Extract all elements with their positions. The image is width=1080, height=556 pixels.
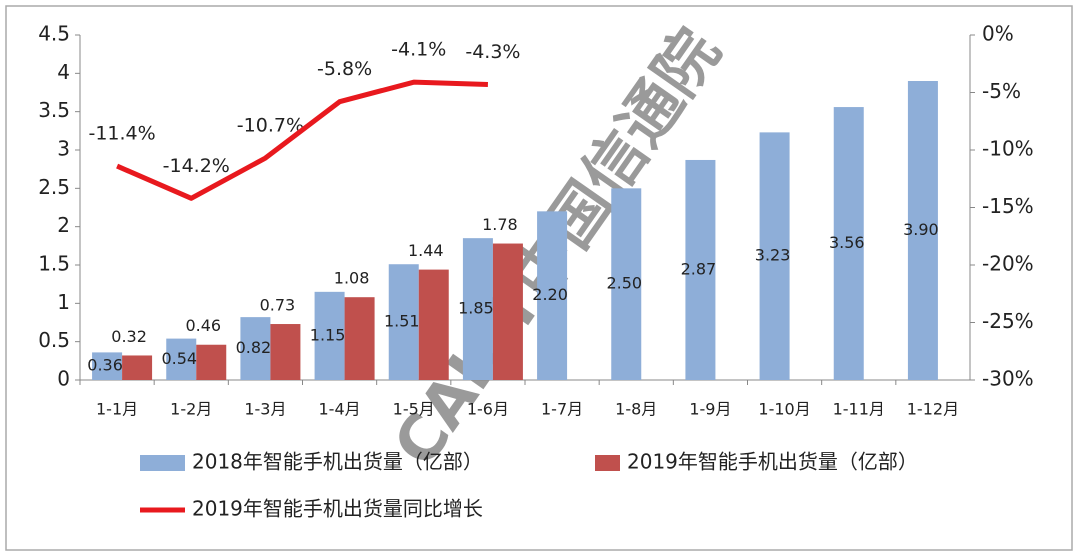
y2-tick-label: -25%	[982, 309, 1034, 333]
legend-label: 2018年智能手机出货量（亿部）	[192, 450, 483, 474]
y2-tick-label: 0%	[982, 22, 1014, 46]
value-label: 2.87	[681, 259, 717, 278]
y2-tick-label: -30%	[982, 367, 1034, 391]
value-label: 1.08	[334, 269, 370, 288]
bar	[388, 264, 419, 380]
y-tick-label: 0.5	[38, 328, 70, 352]
y-tick-label: 2	[57, 213, 70, 237]
bar	[611, 188, 642, 380]
bar	[344, 297, 375, 380]
bar	[759, 132, 790, 380]
bar	[166, 338, 197, 380]
bar	[314, 291, 345, 380]
bar	[418, 269, 449, 380]
y-tick-label: 2.5	[38, 175, 70, 199]
value-label: 3.56	[829, 233, 865, 252]
value-label: -14.2%	[163, 155, 230, 177]
bar	[833, 107, 864, 381]
value-label: 1.85	[458, 299, 494, 318]
value-label: 0.36	[87, 356, 123, 375]
legend-swatch	[595, 455, 620, 471]
bar	[462, 238, 493, 380]
bar	[685, 159, 716, 380]
value-label: -11.4%	[88, 123, 155, 145]
value-label: 0.54	[161, 349, 197, 368]
value-label: 2.50	[606, 274, 642, 293]
y-tick-label: 0	[57, 367, 70, 391]
x-tick-label: 1-2月	[170, 400, 212, 419]
value-label: -4.3%	[465, 41, 520, 63]
bar	[492, 243, 523, 380]
value-label: -5.8%	[317, 58, 372, 80]
value-label: -4.1%	[391, 39, 446, 61]
x-tick-label: 1-8月	[615, 400, 657, 419]
y-tick-label: 1.5	[38, 252, 70, 276]
y-tick-label: 3	[57, 137, 70, 161]
y-tick-label: 1	[57, 290, 70, 314]
y2-tick-label: -20%	[982, 252, 1034, 276]
bar	[537, 211, 568, 380]
bar	[122, 355, 153, 380]
x-tick-label: 1-12月	[907, 400, 959, 419]
y-tick-label: 4.5	[38, 22, 70, 46]
x-tick-label: 1-9月	[689, 400, 731, 419]
y-tick-label: 3.5	[38, 98, 70, 122]
line	[116, 79, 488, 201]
value-label: 1.51	[384, 312, 420, 331]
value-label: 1.44	[408, 241, 444, 260]
bar	[240, 317, 271, 380]
x-tick-label: 1-6月	[467, 400, 509, 419]
legend-swatch	[140, 455, 185, 471]
y2-tick-label: -15%	[982, 194, 1034, 218]
value-label: 0.82	[236, 338, 272, 357]
x-tick-label: 1-5月	[393, 400, 435, 419]
x-tick-label: 1-11月	[833, 400, 885, 419]
legend-label: 2019年智能手机出货量同比增长	[192, 497, 483, 521]
bar	[196, 344, 227, 380]
x-tick-label: 1-10月	[758, 400, 810, 419]
value-label: 2.20	[532, 285, 568, 304]
x-tick-label: 1-1月	[96, 400, 138, 419]
x-tick-label: 1-7月	[541, 400, 583, 419]
value-label: 3.23	[755, 246, 791, 265]
value-label: 0.73	[260, 296, 296, 315]
bar	[92, 352, 123, 380]
value-label: 0.46	[185, 316, 221, 335]
y-tick-label: 4	[57, 60, 70, 84]
value-label: 0.32	[111, 327, 147, 346]
x-tick-label: 1-4月	[319, 400, 361, 419]
value-label: 1.78	[482, 215, 518, 234]
value-label: 3.90	[903, 220, 939, 239]
y2-tick-label: -5%	[982, 79, 1021, 103]
x-tick-label: 1-3月	[244, 400, 286, 419]
y2-tick-label: -10%	[982, 137, 1034, 161]
value-label: 1.15	[310, 325, 346, 344]
value-label: -10.7%	[237, 115, 304, 137]
legend-label: 2019年智能手机出货量（亿部）	[627, 450, 918, 474]
bar	[907, 81, 938, 380]
bar	[270, 324, 301, 380]
